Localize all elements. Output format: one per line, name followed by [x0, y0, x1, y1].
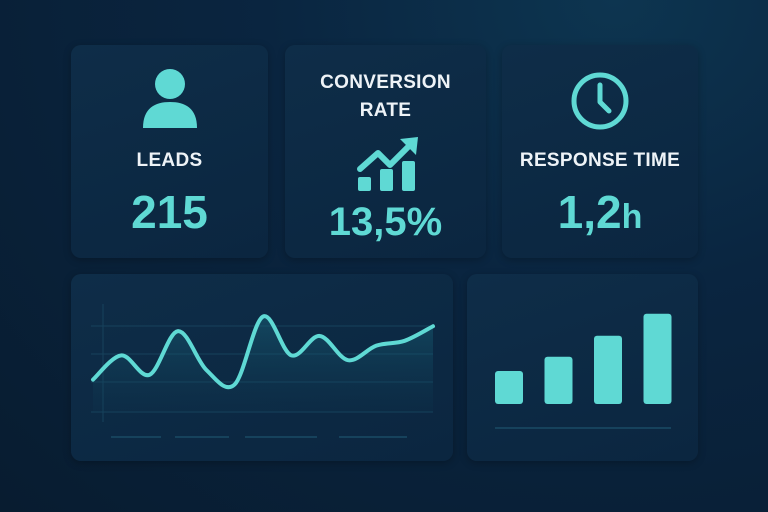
trending-up-chart-icon: [356, 137, 420, 195]
bar: [495, 371, 523, 404]
bar-chart: [495, 313, 672, 429]
kpi-label-line1: CONVERSION: [320, 72, 451, 93]
kpi-label: RESPONSE TIME: [519, 150, 681, 171]
kpi-value: 1,2h: [502, 185, 698, 239]
kpi-label-line2: RATE: [359, 100, 412, 121]
bar: [643, 313, 672, 404]
line-chart-card[interactable]: [71, 274, 453, 461]
kpi-value-unit: h: [621, 198, 643, 236]
kpi-value-number: 1,2: [557, 186, 622, 238]
bar: [544, 356, 573, 404]
kpi-card-conversion-rate[interactable]: CONVERSION RATE 13,5%: [285, 45, 486, 258]
user-icon: [142, 68, 198, 130]
line-chart-area: [93, 316, 433, 412]
kpi-value: 215: [131, 186, 208, 238]
clock-icon: [570, 71, 630, 131]
kpi-card-leads[interactable]: LEADS 215: [71, 45, 268, 258]
bar: [594, 335, 622, 404]
kpi-value: 13,5%: [328, 200, 443, 244]
line-chart: [91, 304, 435, 438]
kpi-label: LEADS: [136, 150, 203, 171]
bar-chart-card[interactable]: [467, 274, 698, 461]
kpi-card-response-time[interactable]: RESPONSE TIME 1,2h: [502, 45, 698, 258]
line-chart-series: [91, 314, 435, 390]
